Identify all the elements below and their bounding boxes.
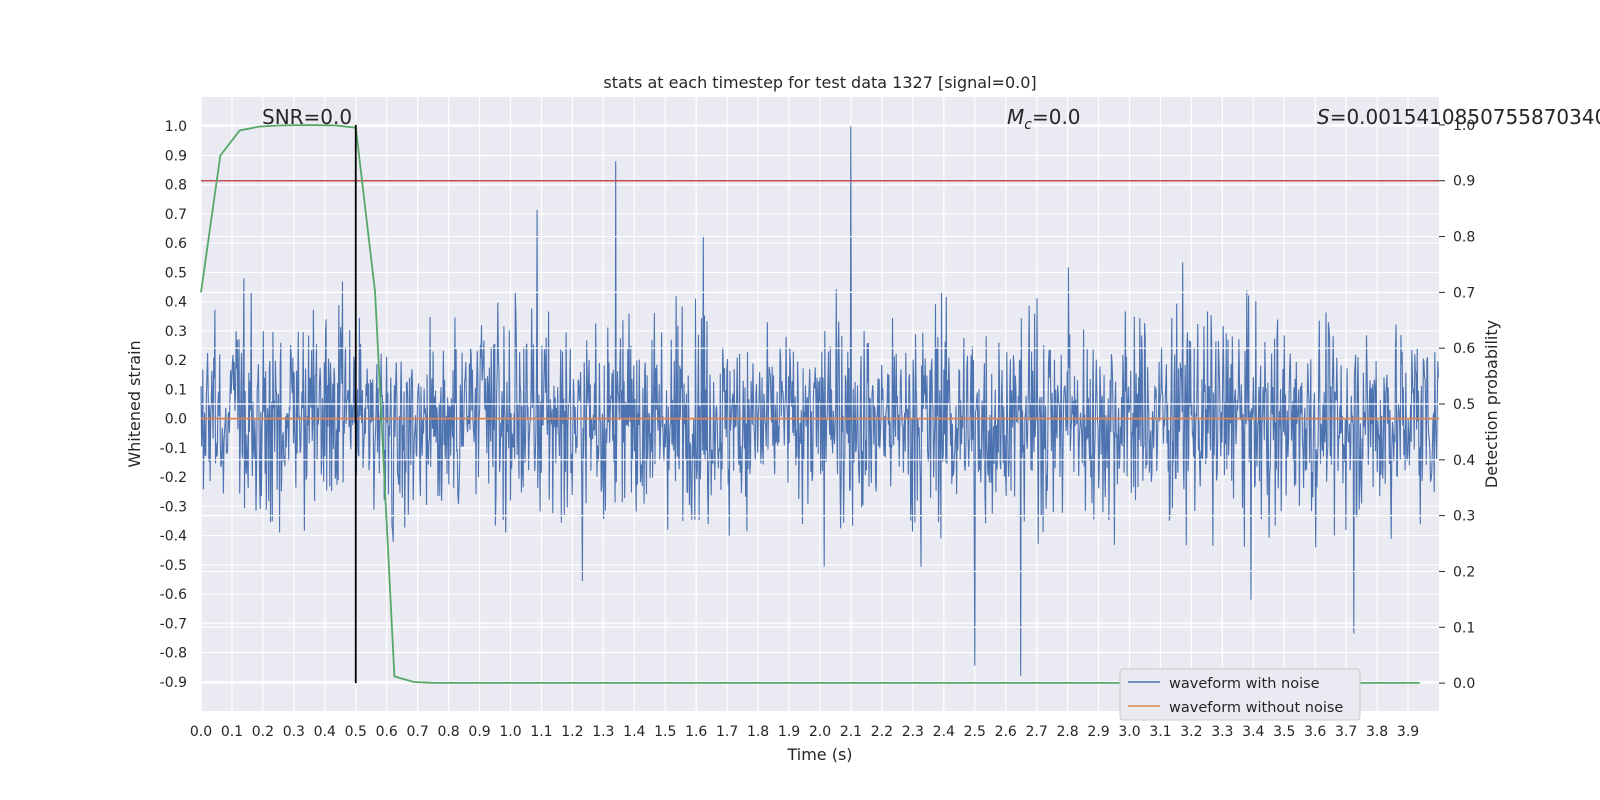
x-tick-label: 2.5: [964, 724, 986, 740]
y-tick-label: -0.7: [160, 616, 187, 632]
y-tick-label: -0.3: [160, 499, 187, 515]
s-symbol: S: [1317, 105, 1330, 129]
y2-tick-label: 0.1: [1453, 620, 1475, 636]
x-tick-label: 0.4: [314, 724, 336, 740]
y-axis-ticks: 1.0 0.9 0.8 0.7 0.6 0.5 0.4 0.3 0.2 0.1 0.0 -0.1 -0.…: [160, 119, 187, 691]
y2-tick-label: 0.7: [1453, 285, 1475, 301]
y-tick-label: 0.3: [165, 324, 187, 340]
y2-tick-label: 0.6: [1453, 341, 1475, 357]
x-tick-label: 0.0: [190, 724, 212, 740]
noise-waveform-series: [200, 126, 1439, 676]
x-tick-label: 0.5: [345, 724, 367, 740]
s-annotation: S=0.0015410850755870340: [1317, 105, 1600, 129]
x-tick-label: 1.3: [592, 724, 614, 740]
x-tick-label: 1.5: [654, 724, 676, 740]
x-tick-label: 2.0: [809, 724, 831, 740]
x-tick-label: 2.3: [902, 724, 924, 740]
noise-waveform-line: [200, 126, 1439, 676]
legend-box: [1119, 668, 1361, 721]
y-tick-label: -0.8: [160, 646, 187, 662]
y2-tick-label: 0.4: [1453, 453, 1475, 469]
x-tick-label: 3.8: [1366, 724, 1388, 740]
y-tick-label: 0.0: [165, 412, 187, 428]
y-tick-label: 0.6: [165, 236, 187, 252]
detection-probability-line: [200, 124, 1420, 684]
mc-annotation: Mc=0.0: [1007, 105, 1081, 133]
y-axis-label: Whitened strain: [125, 340, 144, 467]
y2-axis-label: Detection probability: [1482, 320, 1501, 488]
y2-tick-label: 0.9: [1453, 174, 1475, 190]
y2-tick-label: 0.2: [1453, 564, 1475, 580]
x-tick-label: 3.9: [1397, 724, 1419, 740]
x-tick-label: 3.5: [1273, 724, 1295, 740]
x-tick-label: 2.4: [933, 724, 955, 740]
x-tick-label: 0.8: [437, 724, 459, 740]
x-tick-label: 1.7: [716, 724, 738, 740]
y-tick-label: -0.5: [160, 558, 187, 574]
y2-tick-label: 0.3: [1453, 509, 1475, 525]
legend-label-clean: waveform without noise: [1169, 700, 1343, 716]
x-tick-label: 3.1: [1149, 724, 1171, 740]
x-tick-label: 3.7: [1335, 724, 1357, 740]
x-tick-label: 0.7: [407, 724, 429, 740]
chart-title: stats at each timestep for test data 132…: [603, 73, 1036, 92]
snr-annotation: SNR=0.0: [262, 105, 352, 129]
x-tick-label: 2.9: [1087, 724, 1109, 740]
y-tick-label: -0.6: [160, 587, 187, 603]
x-tick-label: 2.8: [1056, 724, 1078, 740]
y-tick-label: -0.9: [160, 675, 187, 691]
y-tick-label: 1.0: [165, 119, 187, 135]
y2-tick-label: 0.5: [1453, 397, 1475, 413]
x-tick-label: 0.2: [252, 724, 274, 740]
mc-value: =0.0: [1032, 105, 1081, 129]
x-tick-label: 1.4: [623, 724, 645, 740]
x-tick-label: 2.2: [871, 724, 893, 740]
y-tick-label: 0.4: [165, 295, 187, 311]
mc-symbol: M: [1007, 105, 1024, 129]
x-tick-label: 0.9: [468, 724, 490, 740]
x-tick-label: 3.2: [1180, 724, 1202, 740]
x-axis-label: Time (s): [786, 745, 852, 764]
x-tick-label: 0.6: [376, 724, 398, 740]
x-tick-label: 3.0: [1118, 724, 1140, 740]
y-tick-label: -0.1: [160, 441, 187, 457]
x-tick-label: 1.6: [685, 724, 707, 740]
y-tick-label: 0.9: [165, 148, 187, 164]
detection-grid: [201, 124, 1439, 684]
x-tick-label: 2.1: [840, 724, 862, 740]
y2-tick-label: 0.0: [1453, 676, 1475, 692]
x-tick-label: 3.3: [1211, 724, 1233, 740]
x-tick-label: 2.7: [1026, 724, 1048, 740]
mc-subscript: c: [1024, 117, 1032, 133]
x-tick-label: 1.0: [499, 724, 521, 740]
y-tick-label: 0.7: [165, 207, 187, 223]
x-tick-label: 3.6: [1304, 724, 1326, 740]
x-tick-label: 1.2: [561, 724, 583, 740]
y-tick-label: 0.2: [165, 353, 187, 369]
x-tick-label: 2.6: [995, 724, 1017, 740]
x-tick-label: 1.1: [530, 724, 552, 740]
x-tick-label: 0.3: [283, 724, 305, 740]
y-tick-label: -0.4: [160, 529, 187, 545]
y2-axis-ticks: 1.0 0.9 0.8 0.7 0.6 0.5 0.4 0.3 0.2 0.1 0.0: [1439, 118, 1475, 692]
x-axis-ticks: 0.0 0.1 0.2 0.3 0.4 0.5 0.6 0.7 0.8 0.9 1.0 1.1 1.2 1…: [190, 724, 1419, 740]
x-tick-label: 1.8: [747, 724, 769, 740]
legend-label-noise: waveform with noise: [1169, 676, 1320, 692]
y-tick-label: -0.2: [160, 470, 187, 486]
s-value: =0.0015410850755870340: [1330, 105, 1600, 129]
y2-tick-label: 0.8: [1453, 230, 1475, 246]
y-tick-label: 0.1: [165, 382, 187, 398]
x-tick-label: 0.1: [221, 724, 243, 740]
y2-tick-label: 1.0: [1453, 118, 1475, 134]
x-tick-label: 3.4: [1242, 724, 1264, 740]
legend: waveform with noise waveform without noi…: [1119, 668, 1361, 721]
x-tick-label: 1.9: [778, 724, 800, 740]
y-tick-label: 0.8: [165, 178, 187, 194]
y-tick-label: 0.5: [165, 265, 187, 281]
